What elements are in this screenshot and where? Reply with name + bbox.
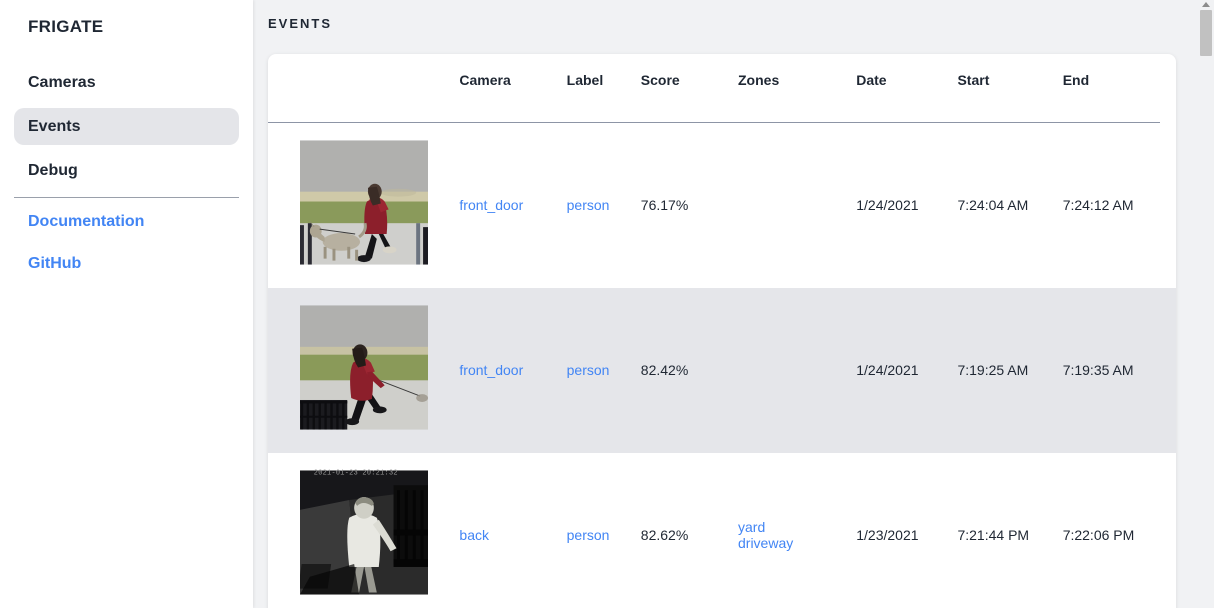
svg-text:2021-01-23 20:21:32: 2021-01-23 20:21:32 bbox=[314, 469, 398, 477]
